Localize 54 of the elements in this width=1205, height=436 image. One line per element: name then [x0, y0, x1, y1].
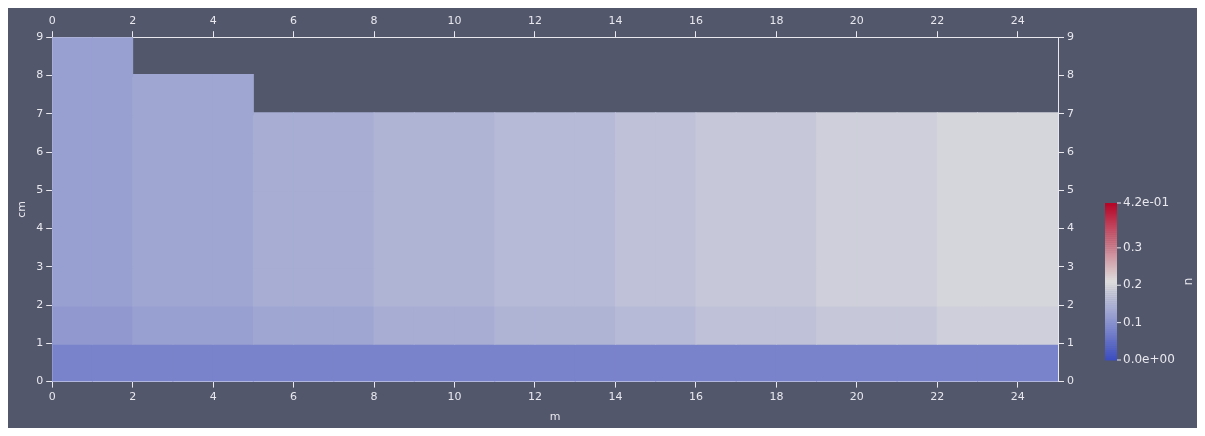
y-tick-label: 4 [36, 221, 44, 235]
color-bar-label: 0.3 [1123, 239, 1143, 254]
x2-tick-label: 20 [849, 14, 864, 28]
x-tick-label: 22 [930, 390, 945, 404]
color-bar-label: 0.0e+00 [1123, 352, 1175, 367]
x-tick-label: 4 [209, 390, 217, 404]
x2-tick-label: 14 [608, 14, 623, 28]
x-tick-label: 16 [688, 390, 703, 404]
x-tick-label: 18 [769, 390, 784, 404]
y2-tick-label: 5 [1067, 183, 1074, 197]
y2-tick-label: 4 [1067, 221, 1074, 235]
x2-tick-label: 18 [769, 14, 784, 28]
x2-tick-label: 16 [688, 14, 703, 28]
x2-tick-label: 2 [129, 14, 137, 28]
x2-tick-label: 22 [930, 14, 945, 28]
x2-tick-label: 10 [447, 14, 462, 28]
x2-tick-label: 0 [48, 14, 56, 28]
x2-tick-label: 4 [209, 14, 217, 28]
y-tick-label: 5 [36, 183, 44, 197]
x-tick-label: 10 [447, 390, 462, 404]
x-tick-label: 6 [290, 390, 298, 404]
x2-tick-label: 6 [290, 14, 298, 28]
y-axis-title: cm [15, 201, 29, 218]
color-bar-label: 4.2e-01 [1123, 195, 1170, 210]
y2-tick-label: 9 [1067, 30, 1074, 44]
color-bar-label: 0.1 [1123, 314, 1143, 329]
x-tick-label: 24 [1010, 390, 1025, 404]
x2-tick-label: 12 [527, 14, 542, 28]
y2-tick-label: 2 [1067, 297, 1074, 311]
y-tick-label: 9 [36, 30, 44, 44]
y-tick-label: 1 [36, 336, 44, 350]
x2-tick-label: 8 [370, 14, 378, 28]
y-tick-label: 7 [36, 106, 44, 120]
x-tick-label: 14 [608, 390, 623, 404]
x2-tick-label: 24 [1010, 14, 1025, 28]
x-axis-title: m [549, 410, 561, 424]
y-tick-label: 0 [36, 374, 44, 388]
y-tick-label: 6 [36, 144, 44, 158]
y2-tick-label: 6 [1067, 144, 1074, 158]
color-bar-label: 0.2 [1123, 277, 1143, 292]
y2-tick-label: 3 [1067, 259, 1074, 273]
y-tick-label: 2 [36, 297, 44, 311]
y2-tick-label: 7 [1067, 106, 1074, 120]
x-tick-label: 8 [370, 390, 378, 404]
x-tick-label: 2 [129, 390, 137, 404]
y2-tick-label: 8 [1067, 68, 1074, 82]
y-tick-label: 3 [36, 259, 44, 273]
y-tick-label: 8 [36, 68, 44, 82]
x-tick-label: 12 [527, 390, 542, 404]
y2-tick-label: 1 [1067, 336, 1074, 350]
x-tick-label: 0 [48, 390, 56, 404]
color-bar-title: u [1181, 277, 1196, 286]
x-tick-label: 20 [849, 390, 864, 404]
y2-tick-label: 0 [1067, 374, 1074, 388]
